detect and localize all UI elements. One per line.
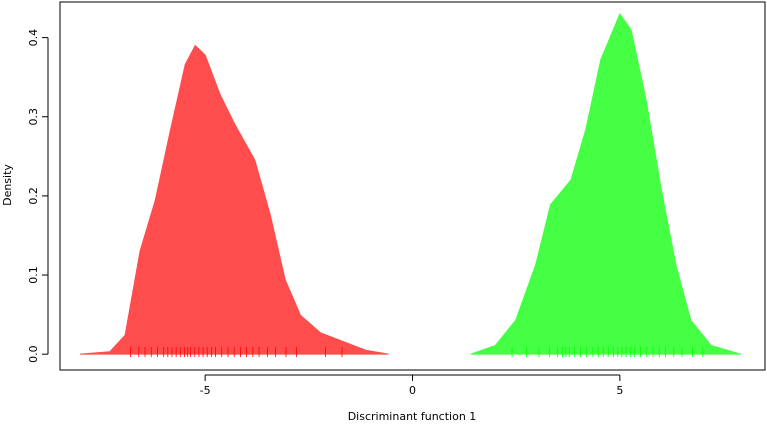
x-tick-label: 5	[616, 384, 623, 397]
density-area	[79, 44, 389, 355]
x-tick-label: -5	[200, 384, 211, 397]
x-tick-label: 0	[409, 384, 416, 397]
x-axis-label: Discriminant function 1	[348, 410, 477, 423]
y-tick-label: 0.4	[27, 29, 40, 47]
density-area	[470, 12, 742, 355]
y-axis-label: Density	[1, 164, 14, 206]
plot-frame	[59, 1, 766, 371]
y-tick-label: 0.2	[27, 187, 40, 205]
y-tick-label: 0.0	[27, 345, 40, 363]
y-tick-label: 0.3	[27, 108, 40, 126]
y-tick-label: 0.1	[27, 266, 40, 284]
